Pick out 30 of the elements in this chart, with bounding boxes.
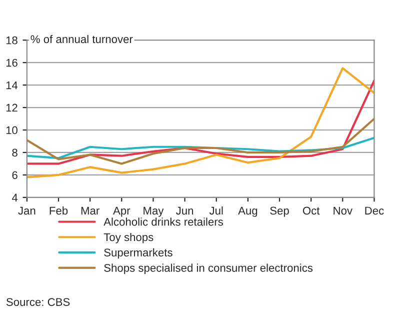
y-tick-label: 18	[6, 36, 18, 44]
x-tick-label: Jul	[209, 206, 223, 215]
x-tick-label: Aug	[238, 206, 258, 217]
legend-label: Toy shops	[104, 232, 154, 244]
x-tick-label: Dec	[365, 206, 384, 215]
legend-label: Shops specialised in consumer electronics	[104, 264, 313, 274]
legend-label: Alcoholic drinks retailers	[104, 218, 223, 226]
y-tick-label: 16	[6, 58, 18, 67]
x-tick-label: Apr	[113, 206, 130, 217]
source-note: Source: CBS	[6, 298, 70, 306]
line-series	[26, 80, 374, 165]
x-tick-label: Oct	[302, 206, 320, 215]
y-tick-label: 14	[6, 81, 18, 90]
line-series	[26, 67, 374, 178]
x-tick-label: Mar	[81, 206, 100, 215]
x-tick-label: Sep	[270, 206, 289, 217]
y-axis-title: % of annual turnover	[30, 34, 133, 44]
y-tick-label: 12	[6, 104, 18, 112]
x-tick-label: Jun	[176, 206, 194, 215]
line-series	[26, 118, 374, 165]
y-tick-label: 4	[12, 194, 18, 202]
line-series	[26, 136, 374, 160]
y-tick-label: 8	[12, 148, 18, 157]
y-tick-label: 10	[6, 126, 18, 134]
x-tick-label: May	[144, 206, 164, 217]
legend-label: Supermarkets	[104, 248, 172, 259]
x-tick-label: Feb	[50, 206, 68, 215]
y-tick-label: 6	[12, 171, 18, 180]
x-tick-label: Nov	[334, 206, 352, 215]
x-tick-label: Jan	[18, 206, 36, 215]
